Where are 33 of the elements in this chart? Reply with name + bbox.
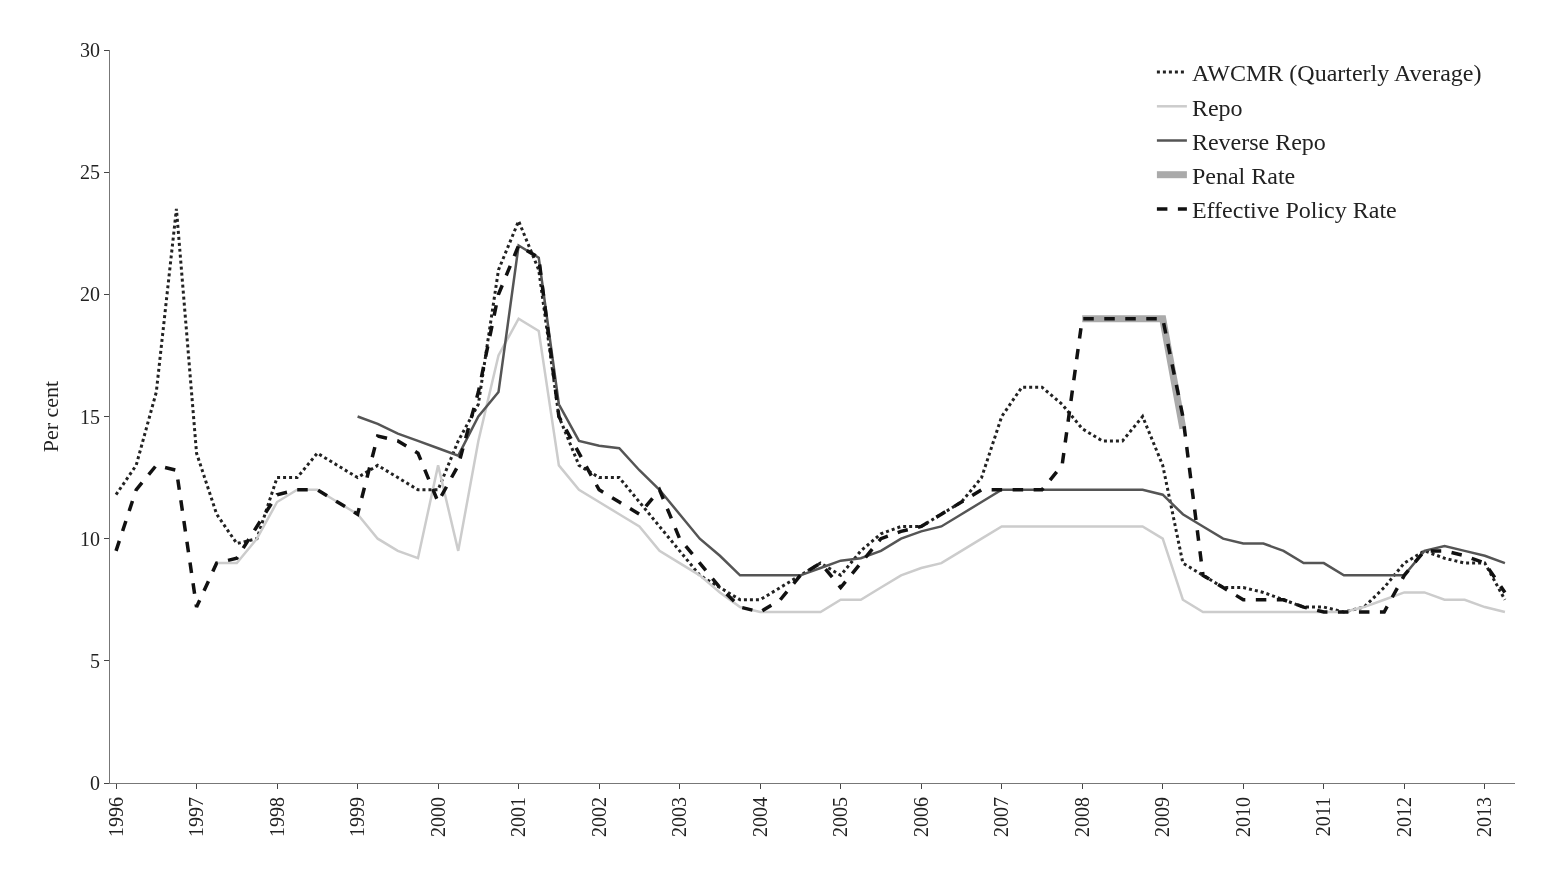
y-tick-label: 10 <box>80 527 100 550</box>
x-tick-label: 2002 <box>587 797 610 837</box>
x-tick-label: 2011 <box>1312 797 1335 837</box>
x-tick-label: 2005 <box>829 797 852 837</box>
legend-label: Reverse Repo <box>1191 128 1326 155</box>
y-axis-title: Per cent <box>37 380 63 453</box>
x-tick-label: 1997 <box>185 797 208 837</box>
x-tick-label: 1999 <box>346 797 369 837</box>
x-tick-label: 2006 <box>909 797 932 837</box>
x-tick-label: 2013 <box>1473 797 1496 837</box>
legend-label: AWCMR (Quarterly Average) <box>1191 60 1482 87</box>
x-tick-label: 2001 <box>507 797 530 837</box>
x-tick-label: 2008 <box>1070 797 1093 837</box>
y-tick-label: 5 <box>90 649 100 672</box>
x-tick-label: 2010 <box>1231 797 1254 837</box>
line-series <box>356 244 1507 577</box>
legend-label: Effective Policy Rate <box>1191 197 1397 224</box>
y-tick-label: 30 <box>80 39 100 61</box>
y-tick-label: 25 <box>80 161 100 184</box>
y-tick-label: 0 <box>90 772 100 794</box>
x-tick-label: 2003 <box>668 797 691 837</box>
legend-label: Repo <box>1191 94 1243 121</box>
legend-label: Penal Rate <box>1191 163 1296 190</box>
x-tick-label: 1998 <box>265 797 288 837</box>
x-tick-label: 2004 <box>748 797 771 837</box>
x-tick-label: 2000 <box>426 797 449 837</box>
x-tick-label: 2009 <box>1151 797 1174 837</box>
x-tick-label: 2007 <box>990 797 1013 837</box>
y-tick-label: 20 <box>80 283 100 306</box>
y-tick-label: 15 <box>80 405 100 428</box>
x-tick-label: 2012 <box>1392 797 1415 837</box>
line-series <box>215 317 1507 614</box>
x-tick-label: 1996 <box>104 797 127 837</box>
